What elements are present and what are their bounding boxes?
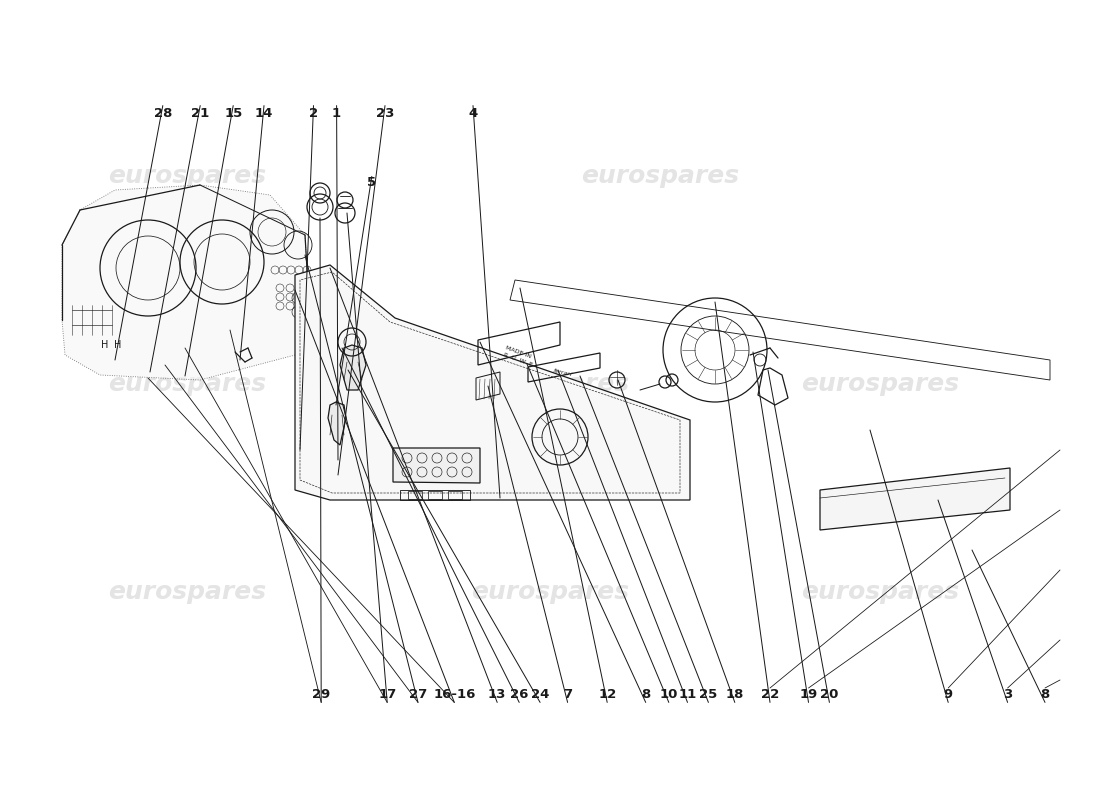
Text: eurospares: eurospares [801, 372, 959, 396]
Text: 13: 13 [488, 688, 506, 701]
Text: 22: 22 [761, 688, 779, 701]
Text: 24: 24 [531, 688, 549, 701]
Polygon shape [295, 265, 690, 500]
Text: 17: 17 [378, 688, 396, 701]
Text: 2: 2 [309, 107, 318, 120]
Text: H: H [114, 340, 122, 350]
Text: eurospares: eurospares [581, 164, 739, 188]
Text: eurospares: eurospares [471, 580, 629, 604]
Text: eurospares: eurospares [108, 372, 266, 396]
Text: 21: 21 [191, 107, 209, 120]
Bar [408, 491, 422, 499]
Text: 9: 9 [944, 688, 953, 701]
Polygon shape [340, 345, 366, 390]
Text: MADE IN: MADE IN [505, 345, 531, 359]
Bar [428, 491, 442, 499]
Text: 26: 26 [510, 688, 528, 701]
Text: 11: 11 [679, 688, 696, 701]
Text: eurospares: eurospares [108, 164, 266, 188]
Text: 28: 28 [154, 107, 172, 120]
Text: 10: 10 [660, 688, 678, 701]
Text: 5: 5 [367, 176, 376, 189]
Text: 15: 15 [224, 107, 242, 120]
Text: 25: 25 [700, 688, 717, 701]
Text: 23: 23 [376, 107, 394, 120]
Polygon shape [328, 402, 346, 445]
Polygon shape [393, 448, 480, 483]
Text: 14: 14 [255, 107, 273, 120]
Text: 3: 3 [1003, 688, 1012, 701]
Text: 19: 19 [800, 688, 817, 701]
Text: 4: 4 [469, 107, 477, 120]
Text: eurospares: eurospares [471, 372, 629, 396]
Bar [448, 491, 462, 499]
Text: R  U  W  E: R U W E [503, 352, 534, 368]
Text: H: H [101, 340, 109, 350]
Polygon shape [62, 185, 310, 380]
Text: ferrari: ferrari [552, 368, 572, 378]
Text: 16-16: 16-16 [433, 688, 475, 701]
Polygon shape [820, 468, 1010, 530]
Text: eurospares: eurospares [108, 580, 266, 604]
Text: eurospares: eurospares [801, 580, 959, 604]
Text: 20: 20 [821, 688, 838, 701]
Text: 12: 12 [598, 688, 616, 701]
Text: 7: 7 [563, 688, 572, 701]
Text: 1: 1 [332, 107, 341, 120]
Text: 8: 8 [641, 688, 650, 701]
Text: 18: 18 [726, 688, 744, 701]
Text: 8: 8 [1041, 688, 1049, 701]
Text: 27: 27 [409, 688, 427, 701]
Text: 29: 29 [312, 688, 330, 701]
